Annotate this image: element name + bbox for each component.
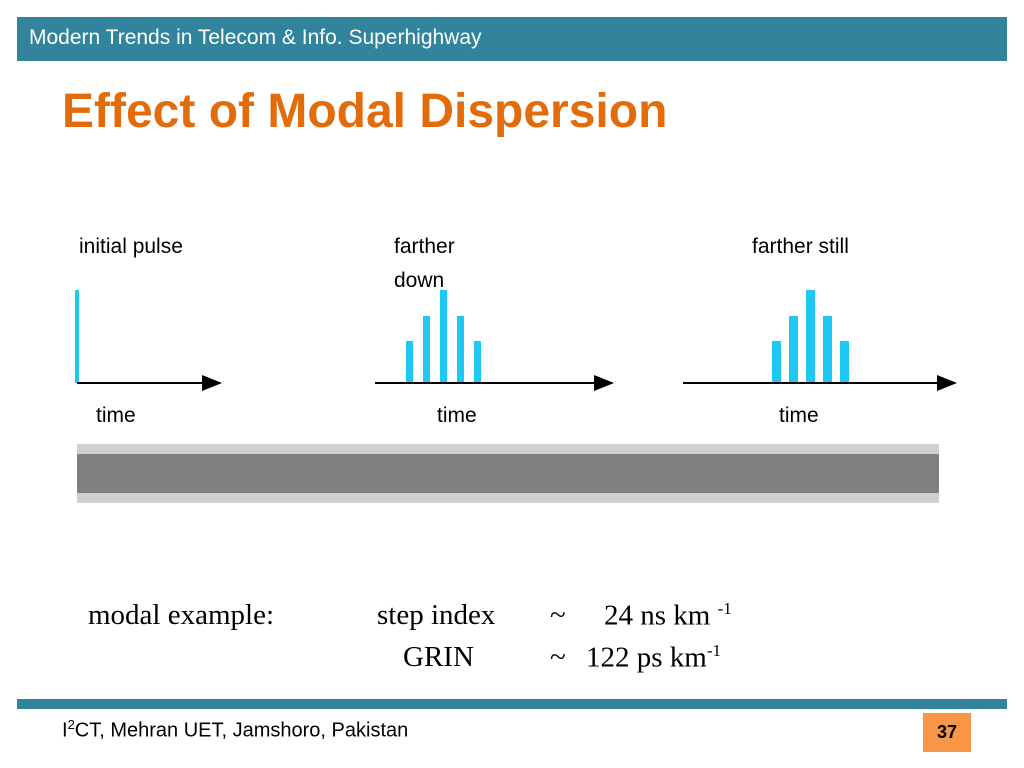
example-value-step-index: 24 ns km -1 (604, 599, 732, 632)
pulse-bar (423, 316, 430, 383)
footer-bar (17, 699, 1007, 709)
pulse-bar (840, 341, 849, 383)
pulse-bar (440, 290, 447, 383)
pulse-bar (789, 316, 798, 383)
pulse-bar (406, 341, 413, 383)
example-value-grin: 122 ps km-1 (586, 641, 722, 674)
panel-label-initial: initial pulse (79, 235, 183, 258)
example-tilde-1: ~ (550, 599, 566, 631)
pulse-initial (75, 290, 79, 383)
pulse-bar (474, 341, 481, 383)
example-type-grin: GRIN (403, 641, 474, 673)
example-tilde-2: ~ (550, 641, 566, 673)
header-bar: Modern Trends in Telecom & Info. Superhi… (17, 17, 1007, 61)
pulse-bar (772, 341, 781, 383)
pulse-bar (806, 290, 815, 383)
axis-label-time-1: time (96, 404, 136, 427)
panel-label-farther-still: farther still (752, 235, 849, 258)
pulse-spread-1 (406, 290, 481, 383)
example-type-step-index: step index (377, 599, 496, 631)
axis-label-time-2: time (437, 404, 477, 427)
pulse-spread-2 (772, 290, 849, 383)
pulse-bar (75, 290, 79, 383)
pulse-bar (823, 316, 832, 383)
pulse-bar (457, 316, 464, 383)
example-label: modal example: (88, 599, 275, 631)
header-title: Modern Trends in Telecom & Info. Superhi… (29, 26, 482, 49)
slide-title: Effect of Modal Dispersion (62, 85, 668, 138)
fiber-core (77, 454, 939, 493)
footer-institution: I2CT, Mehran UET, Jamshoro, Pakistan (62, 717, 409, 742)
page-number-badge: 37 (923, 713, 971, 752)
axis-label-time-3: time (779, 404, 819, 427)
panel-label-farther: farther down (394, 235, 455, 292)
